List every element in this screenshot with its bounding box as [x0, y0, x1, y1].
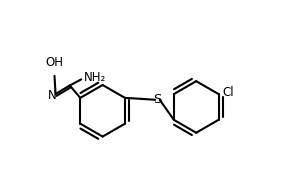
Text: N: N [47, 88, 56, 102]
Text: S: S [153, 93, 162, 106]
Text: NH₂: NH₂ [84, 71, 106, 84]
Text: OH: OH [45, 56, 63, 69]
Text: Cl: Cl [222, 86, 234, 99]
